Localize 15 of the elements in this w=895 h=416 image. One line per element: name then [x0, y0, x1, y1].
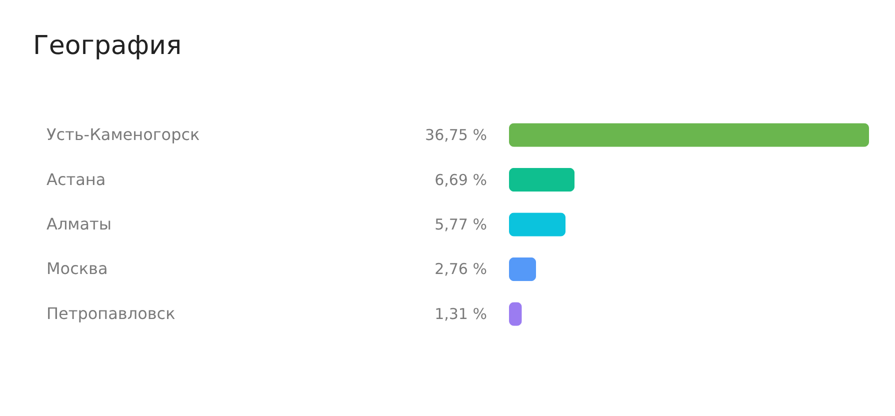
y-tick-label: Москва — [46, 259, 108, 278]
text: География — [33, 31, 182, 61]
bar — [509, 168, 575, 192]
bar — [509, 212, 566, 236]
y-tick-label: Усть-Каменогорск — [46, 125, 200, 144]
bar — [509, 123, 869, 147]
data-label: 1,31 % — [434, 304, 487, 323]
y-tick-label: Астана — [46, 170, 106, 189]
bar — [509, 257, 536, 282]
data-label: 6,69 % — [434, 170, 487, 189]
data-label: 2,76 % — [434, 260, 487, 278]
y-tick-label: Алматы — [46, 214, 112, 234]
data-label: 36,75 % — [425, 126, 487, 144]
y-tick-label: Петропавловск — [46, 304, 176, 323]
data-label: 5,77 % — [434, 216, 487, 234]
